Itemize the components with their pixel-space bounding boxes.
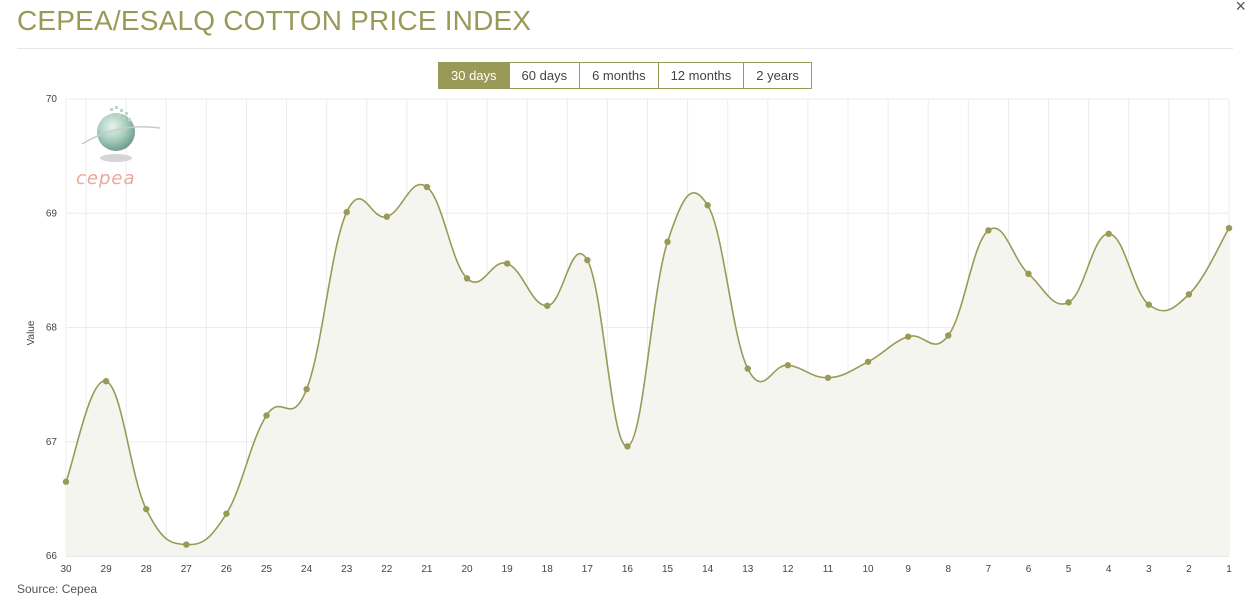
data-point-13 [744,365,751,372]
x-tick-label: 1 [1226,564,1232,575]
x-tick-label: 21 [421,564,433,575]
x-tick-label: 24 [301,564,313,575]
x-tick-label: 26 [221,564,233,575]
data-point-27 [183,541,190,548]
data-point-22 [383,213,391,220]
x-tick-label: 11 [823,564,834,575]
x-tick-label: 14 [702,564,714,575]
x-tick-label: 4 [1106,564,1112,575]
x-tick-label: 27 [181,564,193,575]
tab-12-months[interactable]: 12 months [657,63,744,88]
y-tick-label: 68 [46,323,58,334]
data-point-20 [463,275,471,282]
data-point-18 [544,302,551,309]
x-tick-label: 2 [1186,564,1192,575]
y-axis-label: Value [26,320,37,345]
data-point-15 [664,238,671,246]
data-point-10 [864,358,872,365]
data-point-28 [143,505,150,513]
tab-2-years[interactable]: 2 years [743,63,811,88]
data-point-30 [62,478,70,485]
data-point-24 [303,385,310,393]
logo-text: cepea [76,168,136,189]
data-point-21 [423,183,431,191]
data-point-19 [503,260,511,267]
data-point-11 [824,374,832,381]
page-title: CEPEA/ESALQ COTTON PRICE INDEX [17,5,532,36]
data-point-4 [1105,230,1112,238]
x-tick-label: 17 [582,564,594,575]
data-point-23 [343,208,350,216]
header-divider [17,48,1233,49]
x-tick-label: 15 [662,564,674,575]
x-tick-label: 10 [863,564,875,575]
x-tick-label: 29 [101,564,113,575]
x-tick-label: 7 [986,564,992,575]
x-tick-label: 20 [461,564,473,575]
x-tick-label: 12 [782,564,794,575]
globe-logo-icon [81,106,161,162]
x-tick-label: 30 [60,564,72,575]
data-point-14 [704,202,711,209]
y-tick-label: 70 [46,94,58,105]
data-point-3 [1145,301,1152,308]
data-point-17 [584,256,591,264]
close-icon[interactable]: × [1235,0,1246,16]
data-points [62,183,1233,548]
x-tick-label: 16 [622,564,634,575]
x-tick-label: 8 [945,564,951,575]
y-tick-labels: 66 67 68 69 70 [46,94,58,562]
x-tick-label: 13 [742,564,754,575]
range-selector: 30 days 60 days 6 months 12 months 2 yea… [438,62,812,89]
x-tick-label: 25 [261,564,273,575]
y-tick-label: 67 [46,437,58,448]
x-tick-label: 19 [502,564,514,575]
data-point-12 [784,362,792,369]
tab-60-days[interactable]: 60 days [508,63,580,88]
data-point-9 [904,333,912,340]
x-tick-labels: 30 29 28 27 26 25 24 23 22 21 20 19 18 17 16 15 14 13 12 11… [60,564,1232,575]
area-fill [66,184,1229,556]
data-point-16 [624,443,631,450]
x-tick-label: 28 [141,564,153,575]
data-point-7 [985,227,992,234]
x-tick-label: 18 [542,564,554,575]
data-point-1 [1225,224,1233,232]
data-point-26 [223,510,230,517]
data-point-6 [1025,270,1032,278]
y-tick-label: 69 [46,208,58,219]
data-point-5 [1065,299,1072,306]
tab-30-days[interactable]: 30 days [439,63,509,88]
x-tick-label: 6 [1026,564,1032,575]
data-point-2 [1185,291,1193,298]
data-point-29 [102,377,110,385]
x-tick-label: 9 [905,564,911,575]
x-tick-label: 3 [1146,564,1152,575]
source-note: Source: Cepea [17,582,98,596]
tab-6-months[interactable]: 6 months [579,63,658,88]
cepea-logo: cepea [74,104,166,190]
series-area [66,184,1229,556]
x-tick-label: 23 [341,564,353,575]
data-point-25 [263,412,270,419]
x-tick-label: 5 [1066,564,1072,575]
y-tick-label: 66 [46,551,58,562]
x-tick-label: 22 [381,564,393,575]
data-point-8 [945,332,952,339]
